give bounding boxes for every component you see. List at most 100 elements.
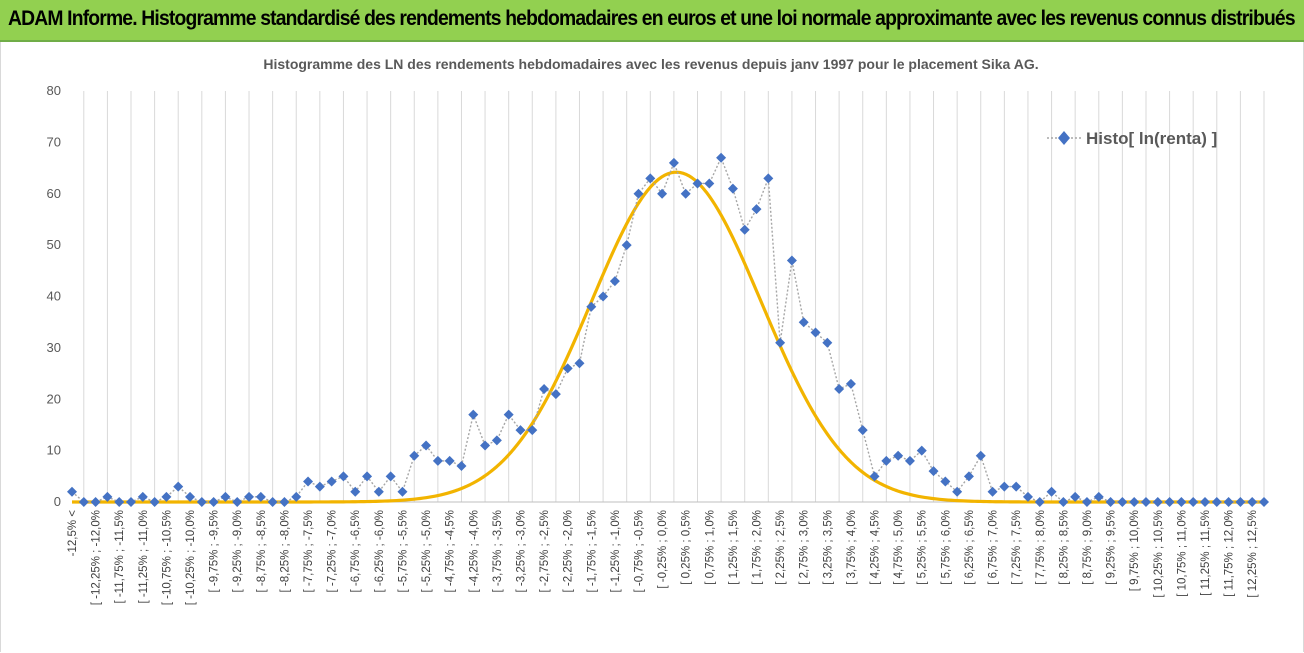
- data-point[interactable]: [680, 188, 691, 199]
- data-point[interactable]: [1046, 486, 1057, 497]
- data-point[interactable]: [491, 435, 502, 446]
- data-point[interactable]: [845, 378, 856, 389]
- data-point[interactable]: [196, 497, 207, 507]
- data-point[interactable]: [786, 255, 797, 266]
- data-point[interactable]: [362, 471, 373, 482]
- data-point[interactable]: [421, 440, 432, 451]
- data-point[interactable]: [1093, 491, 1104, 502]
- data-point[interactable]: [314, 481, 325, 492]
- data-point[interactable]: [1117, 497, 1128, 507]
- data-point[interactable]: [609, 276, 620, 287]
- data-point[interactable]: [1164, 497, 1175, 507]
- data-point[interactable]: [468, 409, 479, 420]
- data-point[interactable]: [1188, 497, 1199, 507]
- data-point[interactable]: [963, 471, 974, 482]
- data-point[interactable]: [1070, 491, 1081, 502]
- data-point[interactable]: [987, 486, 998, 497]
- data-point[interactable]: [999, 481, 1010, 492]
- data-point[interactable]: [456, 461, 467, 472]
- data-point[interactable]: [409, 450, 420, 461]
- data-point[interactable]: [149, 497, 160, 507]
- data-point[interactable]: [586, 301, 597, 312]
- data-point[interactable]: [480, 440, 491, 451]
- data-point[interactable]: [550, 389, 561, 400]
- data-point[interactable]: [90, 497, 101, 507]
- data-point[interactable]: [1247, 497, 1258, 507]
- data-point[interactable]: [338, 471, 349, 482]
- data-point[interactable]: [904, 455, 915, 466]
- data-point[interactable]: [810, 327, 821, 338]
- data-point[interactable]: [775, 337, 786, 348]
- data-point[interactable]: [185, 491, 196, 502]
- data-point[interactable]: [928, 466, 939, 477]
- data-point[interactable]: [385, 471, 396, 482]
- data-point[interactable]: [208, 497, 219, 507]
- data-point[interactable]: [1199, 497, 1210, 507]
- data-point[interactable]: [1011, 481, 1022, 492]
- data-point[interactable]: [232, 497, 243, 507]
- data-point[interactable]: [668, 157, 679, 168]
- data-point[interactable]: [869, 471, 880, 482]
- data-point[interactable]: [1152, 497, 1163, 507]
- data-point[interactable]: [161, 491, 172, 502]
- data-point[interactable]: [303, 476, 314, 487]
- data-point[interactable]: [1058, 497, 1069, 507]
- data-point[interactable]: [1105, 497, 1116, 507]
- data-point[interactable]: [137, 491, 148, 502]
- data-point[interactable]: [67, 486, 77, 497]
- data-point[interactable]: [267, 497, 278, 507]
- data-point[interactable]: [1129, 497, 1140, 507]
- data-point[interactable]: [857, 425, 868, 436]
- data-point[interactable]: [645, 173, 656, 184]
- data-point[interactable]: [952, 486, 963, 497]
- data-point[interactable]: [692, 178, 703, 189]
- data-point[interactable]: [574, 358, 585, 369]
- data-point[interactable]: [798, 317, 809, 328]
- data-point[interactable]: [102, 491, 113, 502]
- data-point[interactable]: [716, 152, 727, 163]
- data-point[interactable]: [539, 383, 550, 394]
- data-point[interactable]: [1022, 491, 1033, 502]
- data-point[interactable]: [114, 497, 125, 507]
- data-point[interactable]: [432, 455, 443, 466]
- data-point[interactable]: [727, 183, 738, 194]
- data-point[interactable]: [1034, 497, 1045, 507]
- data-point[interactable]: [881, 455, 892, 466]
- data-point[interactable]: [220, 491, 231, 502]
- data-point[interactable]: [739, 224, 750, 235]
- data-point[interactable]: [657, 188, 668, 199]
- data-point[interactable]: [1211, 497, 1222, 507]
- data-point[interactable]: [1235, 497, 1246, 507]
- data-point[interactable]: [291, 491, 302, 502]
- data-point[interactable]: [78, 497, 89, 507]
- data-point[interactable]: [255, 491, 266, 502]
- data-point[interactable]: [126, 497, 137, 507]
- data-point[interactable]: [940, 476, 951, 487]
- data-point[interactable]: [1176, 497, 1187, 507]
- data-point[interactable]: [562, 363, 573, 374]
- data-point[interactable]: [1223, 497, 1234, 507]
- data-point[interactable]: [527, 425, 538, 436]
- data-point[interactable]: [1081, 497, 1092, 507]
- data-point[interactable]: [822, 337, 833, 348]
- data-point[interactable]: [704, 178, 715, 189]
- data-point[interactable]: [763, 173, 774, 184]
- data-point[interactable]: [515, 425, 526, 436]
- data-point[interactable]: [397, 486, 408, 497]
- data-point[interactable]: [893, 450, 904, 461]
- data-point[interactable]: [975, 450, 986, 461]
- data-point[interactable]: [598, 291, 609, 302]
- legend[interactable]: Histo[ ln(renta) ]: [1047, 129, 1217, 148]
- data-point[interactable]: [1140, 497, 1151, 507]
- data-point[interactable]: [173, 481, 184, 492]
- data-point[interactable]: [916, 445, 927, 456]
- data-point[interactable]: [503, 409, 514, 420]
- data-point[interactable]: [444, 455, 455, 466]
- data-point[interactable]: [279, 497, 290, 507]
- data-point[interactable]: [834, 383, 845, 394]
- data-point[interactable]: [244, 491, 255, 502]
- data-point[interactable]: [326, 476, 337, 487]
- data-point[interactable]: [633, 188, 644, 199]
- data-point[interactable]: [621, 240, 632, 251]
- data-point[interactable]: [350, 486, 361, 497]
